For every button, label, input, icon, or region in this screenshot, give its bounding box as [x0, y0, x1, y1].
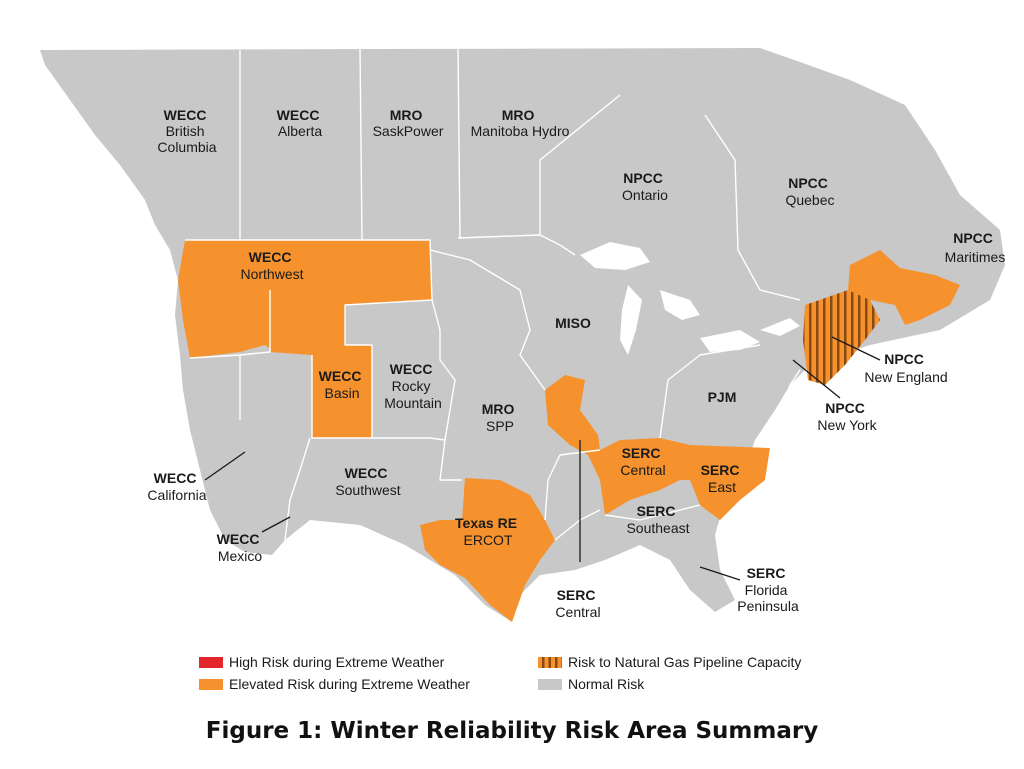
label-wecc-bc: WECC British Columbia [157, 107, 216, 155]
normal-risk-swatch [538, 678, 562, 690]
label-wecc-alberta: WECC Alberta [277, 107, 324, 139]
label-wecc-basin: WECC Basin [319, 368, 366, 401]
legend-label-pipeline-risk: Risk to Natural Gas Pipeline Capacity [568, 654, 802, 670]
label-wecc-southwest: WECC Southwest [335, 465, 400, 498]
leader-lines [204, 336, 881, 581]
region-npcc-maritimes-fill [848, 250, 960, 325]
north-america-landmass [40, 48, 1005, 622]
figure-caption: Figure 1: Winter Reliability Risk Area S… [205, 718, 819, 744]
legend-item-high-risk: High Risk during Extreme Weather [199, 654, 444, 670]
region-serc-east-fill [680, 445, 770, 520]
pipeline-risk-swatch [538, 656, 562, 668]
label-npcc-new-england: NPCC New England [864, 351, 947, 385]
label-pjm: PJM [708, 389, 737, 405]
label-mro-spp: MRO SPP [482, 401, 519, 434]
legend-item-pipeline-risk: Risk to Natural Gas Pipeline Capacity [538, 654, 801, 670]
legend-label-high-risk: High Risk during Extreme Weather [229, 654, 445, 670]
label-wecc-rocky-mountain: WECC Rocky Mountain [384, 361, 442, 411]
label-npcc-new-york: NPCC New York [817, 400, 877, 433]
region-serc-central-fill [545, 375, 700, 515]
high-risk-swatch [199, 656, 223, 668]
label-texas-ercot: Texas RE ERCOT [455, 515, 521, 548]
label-mro-manitoba-hydro: MRO Manitoba Hydro [471, 107, 570, 139]
region-wecc-basin-fill [270, 290, 372, 438]
legend-label-normal-risk: Normal Risk [568, 676, 645, 692]
region-borders [185, 47, 801, 541]
label-wecc-california: WECC California [147, 470, 206, 503]
label-mro-saskpower: MRO SaskPower [373, 107, 444, 139]
legend-item-elevated-risk: Elevated Risk during Extreme Weather [199, 676, 470, 692]
label-npcc-quebec: NPCC Quebec [785, 175, 834, 208]
label-serc-southeast: SERC Southeast [626, 503, 689, 536]
region-texas-ercot-fill [420, 478, 555, 622]
great-lakes [580, 242, 800, 355]
label-npcc-ontario: NPCC Ontario [622, 170, 668, 203]
label-serc-central-south: SERC Central [555, 587, 600, 620]
label-npcc-maritimes: NPCC Maritimes [945, 230, 1006, 265]
label-miso: MISO [555, 315, 591, 331]
region-labels: WECC British Columbia WECC Alberta MRO S… [147, 107, 1005, 620]
elevated-risk-swatch [199, 678, 223, 690]
region-npcc-newengland-fill [803, 290, 880, 385]
label-serc-florida-peninsula: SERC Florida Peninsula [737, 565, 799, 614]
legend-label-elevated-risk: Elevated Risk during Extreme Weather [229, 676, 470, 692]
label-wecc-mexico: WECC Mexico [217, 531, 264, 564]
label-wecc-northwest: WECC Northwest [240, 249, 303, 282]
legend-item-normal-risk: Normal Risk [538, 676, 644, 692]
label-serc-east: SERC East [701, 462, 744, 495]
label-serc-central: SERC Central [620, 445, 665, 478]
risk-area-map: WECC British Columbia WECC Alberta MRO S… [40, 47, 1005, 622]
